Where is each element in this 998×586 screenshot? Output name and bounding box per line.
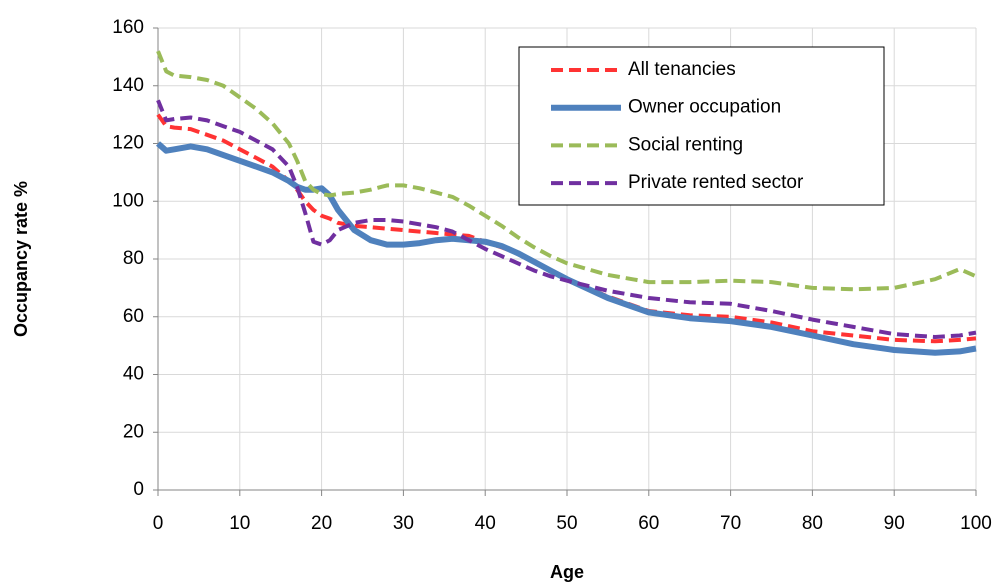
legend-label: Private rented sector [628,172,804,193]
y-tick-label: 0 [133,479,144,500]
x-tick-label: 40 [475,513,496,534]
legend-label: Owner occupation [628,97,781,118]
legend [518,46,885,206]
line-series [156,113,977,344]
legend-label: All tenancies [628,59,736,80]
y-tick-label: 120 [112,133,144,154]
x-tick-label: 100 [960,513,992,534]
y-tick-label: 20 [123,421,144,442]
x-tick-label: 30 [393,513,414,534]
y-axis-label: Occupancy rate % [11,181,31,337]
x-tick-label: 90 [884,513,905,534]
x-tick-label: 20 [311,513,332,534]
x-tick-label: 70 [720,513,741,534]
line-series [156,50,977,292]
y-tick-label: 40 [123,364,144,385]
x-tick-label: 10 [229,513,250,534]
line-series [156,99,977,339]
line-series [156,141,977,356]
x-tick-label: 0 [153,513,164,534]
x-tick-label: 50 [556,513,577,534]
x-axis-label: Age [550,562,584,582]
x-tick-label: 80 [802,513,823,534]
x-tick-label: 60 [638,513,659,534]
y-tick-label: 60 [123,306,144,327]
y-tick-label: 80 [123,248,144,269]
y-tick-label: 160 [112,17,144,38]
y-tick-label: 100 [112,190,144,211]
y-tick-label: 140 [112,75,144,96]
legend-label: Social renting [628,134,743,155]
